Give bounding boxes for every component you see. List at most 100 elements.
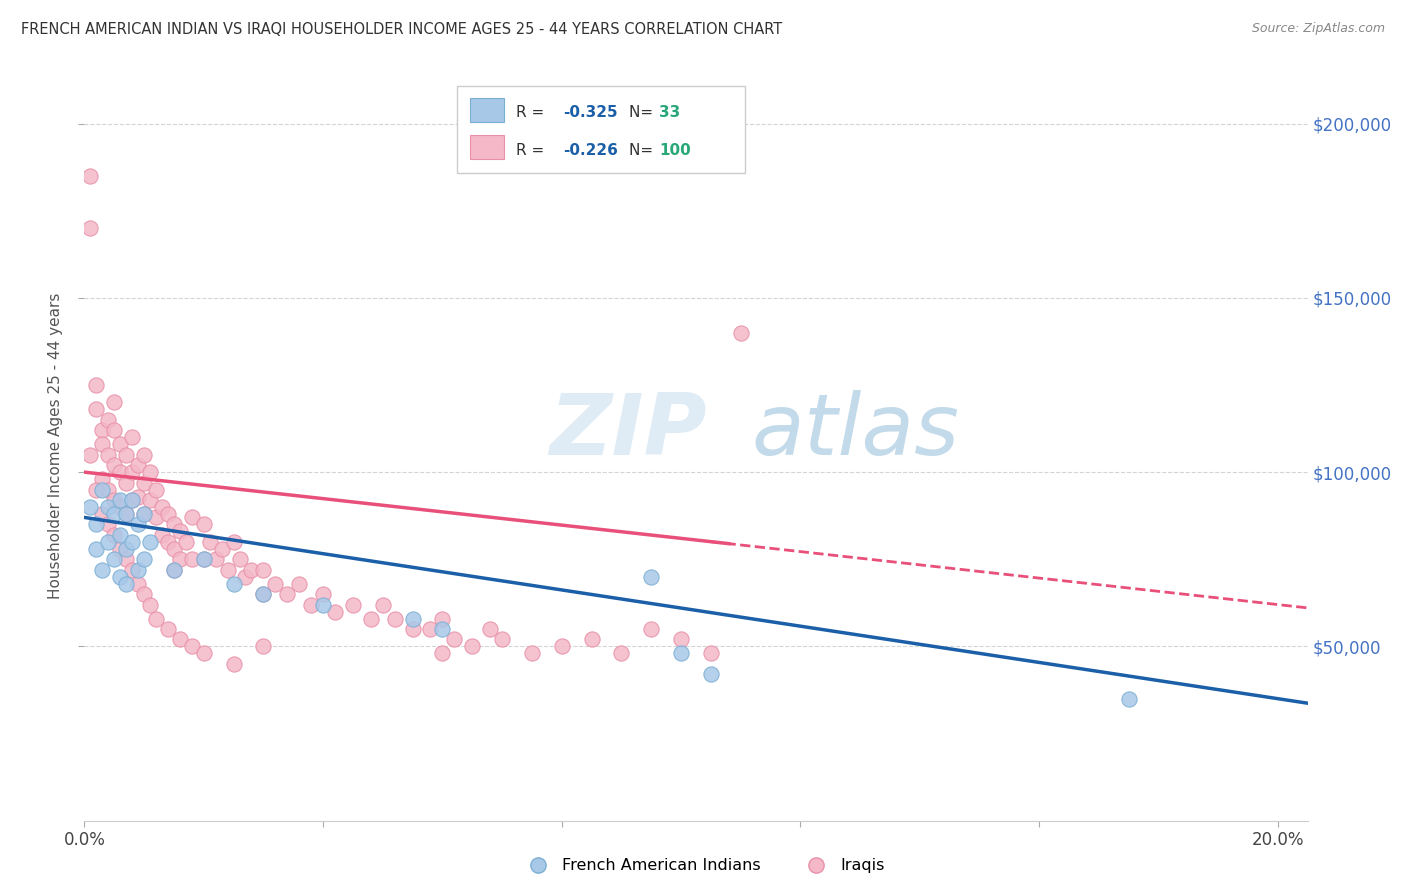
Point: [108, 493, 131, 508]
Point: [145, 483, 167, 497]
Point: [103, 395, 125, 409]
Point: [150, 500, 173, 514]
Point: [384, 611, 406, 625]
Point: [139, 493, 162, 508]
Point: [669, 632, 692, 647]
FancyBboxPatch shape: [470, 135, 503, 159]
Point: [193, 552, 215, 566]
Point: [103, 423, 125, 437]
FancyBboxPatch shape: [457, 87, 745, 172]
Point: [132, 475, 155, 490]
Point: [180, 510, 202, 524]
Point: [84, 541, 107, 556]
Point: [139, 465, 162, 479]
Point: [401, 622, 423, 636]
Point: [360, 611, 382, 625]
Point: [180, 552, 202, 566]
Text: 33: 33: [659, 105, 681, 120]
Point: [700, 667, 723, 681]
Point: [132, 507, 155, 521]
Point: [139, 534, 162, 549]
Point: [132, 448, 155, 462]
Point: [610, 646, 633, 660]
Point: [108, 528, 131, 542]
Point: [103, 528, 125, 542]
Text: -0.325: -0.325: [562, 105, 617, 120]
Point: [252, 563, 274, 577]
Point: [700, 646, 723, 660]
Point: [127, 576, 149, 591]
Text: FRENCH AMERICAN INDIAN VS IRAQI HOUSEHOLDER INCOME AGES 25 - 44 YEARS CORRELATIO: FRENCH AMERICAN INDIAN VS IRAQI HOUSEHOL…: [21, 22, 782, 37]
Point: [640, 570, 662, 584]
Point: [163, 541, 186, 556]
Point: [115, 576, 138, 591]
Point: [115, 552, 138, 566]
Point: [371, 598, 394, 612]
Text: 100: 100: [659, 143, 690, 158]
Point: [193, 646, 215, 660]
Point: [84, 402, 107, 417]
Point: [97, 448, 120, 462]
Point: [132, 587, 155, 601]
Point: [139, 598, 162, 612]
Point: [79, 221, 101, 235]
Point: [240, 563, 263, 577]
Point: [640, 622, 662, 636]
Point: [132, 507, 155, 521]
Point: [276, 587, 298, 601]
Point: [252, 587, 274, 601]
Point: [193, 517, 215, 532]
Point: [299, 598, 322, 612]
Point: [127, 490, 149, 504]
Point: [432, 646, 454, 660]
Point: [115, 507, 138, 521]
Point: [156, 507, 179, 521]
Point: [97, 517, 120, 532]
Point: [97, 500, 120, 514]
Point: [222, 657, 245, 671]
Point: [419, 622, 441, 636]
Point: [264, 576, 287, 591]
Point: [193, 552, 215, 566]
Point: [288, 576, 311, 591]
Point: [103, 493, 125, 508]
Legend: French American Indians, Iraqis: French American Indians, Iraqis: [515, 852, 891, 880]
Point: [108, 500, 131, 514]
Point: [198, 534, 221, 549]
Point: [312, 587, 335, 601]
Point: [91, 483, 114, 497]
Point: [121, 534, 143, 549]
Point: [108, 465, 131, 479]
Point: [97, 483, 120, 497]
Point: [91, 472, 114, 486]
Point: [127, 563, 149, 577]
Point: [169, 552, 191, 566]
Point: [551, 640, 574, 654]
Point: [127, 517, 149, 532]
Point: [115, 475, 138, 490]
Point: [163, 517, 186, 532]
Point: [730, 326, 752, 340]
Point: [103, 552, 125, 566]
Text: -0.226: -0.226: [562, 143, 617, 158]
Point: [132, 552, 155, 566]
Text: ZIP: ZIP: [550, 390, 707, 473]
Point: [520, 646, 543, 660]
Point: [91, 507, 114, 521]
Point: [169, 632, 191, 647]
Point: [432, 611, 454, 625]
Text: atlas: atlas: [751, 390, 959, 473]
Point: [1118, 691, 1140, 706]
Point: [108, 437, 131, 451]
Point: [97, 534, 120, 549]
Point: [115, 541, 138, 556]
Point: [121, 493, 143, 508]
Point: [127, 458, 149, 472]
Point: [84, 378, 107, 392]
Point: [235, 570, 257, 584]
Point: [156, 622, 179, 636]
Point: [461, 640, 484, 654]
Point: [169, 524, 191, 539]
Point: [312, 598, 335, 612]
Point: [443, 632, 465, 647]
